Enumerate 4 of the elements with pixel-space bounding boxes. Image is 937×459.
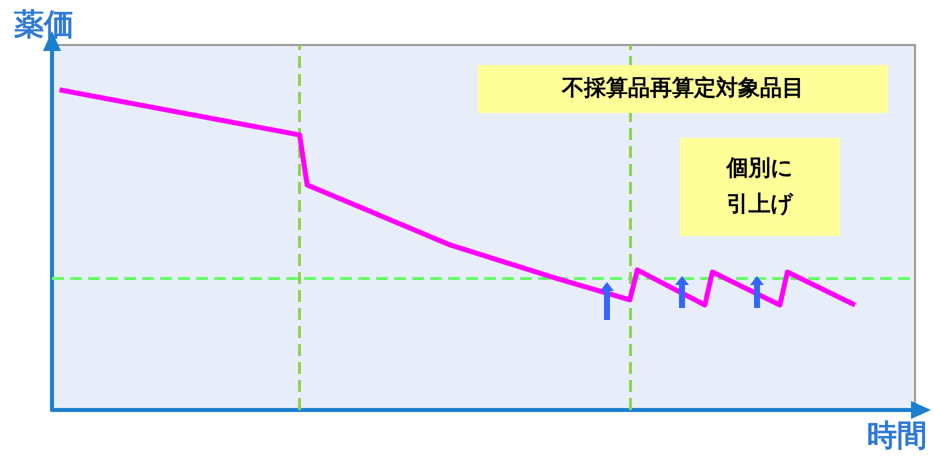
y-axis-title: 薬価 [14, 8, 74, 42]
annotation: 不採算品再算定対象品目 [560, 74, 805, 103]
x-axis-title: 時間 [867, 418, 927, 454]
annotation: 個別に引上げ [725, 155, 794, 219]
